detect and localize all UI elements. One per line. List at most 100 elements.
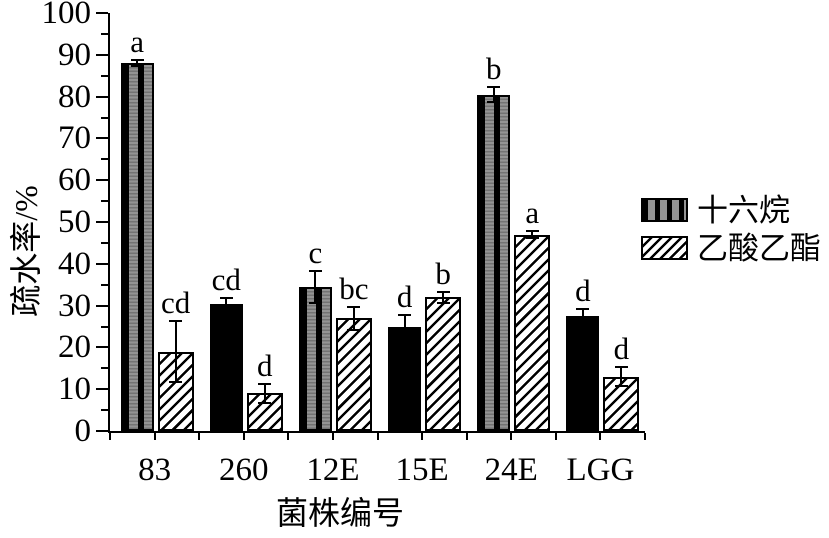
- y-major-tick: [96, 304, 108, 307]
- error-bar-cap-top: [525, 230, 539, 233]
- legend-item: 十六烷: [641, 195, 821, 226]
- significance-letter: d: [575, 272, 591, 308]
- bar-十六烷-24E: [477, 94, 511, 431]
- x-tick: [331, 433, 334, 440]
- y-minor-tick: [101, 325, 108, 328]
- legend-item: 乙酸乙酯: [641, 233, 821, 264]
- legend: 十六烷 乙酸乙酯: [641, 195, 821, 274]
- y-tick-label: 20: [58, 329, 91, 366]
- y-minor-tick: [101, 158, 108, 161]
- x-category-label: 24E: [484, 452, 538, 488]
- y-tick-label: 10: [58, 371, 91, 408]
- bar-十六烷-12E: [298, 286, 332, 431]
- y-tick-label: 40: [58, 245, 91, 282]
- y-axis-line: [108, 13, 110, 433]
- y-major-tick: [96, 12, 108, 14]
- bar-十六烷-15E: [388, 326, 422, 431]
- y-major-tick: [96, 179, 108, 182]
- significance-letter: b: [486, 51, 502, 87]
- significance-letter: cd: [211, 262, 241, 298]
- bar-乙酸乙酯-24E: [514, 234, 551, 431]
- x-category-label: 260: [219, 452, 269, 488]
- y-minor-tick: [101, 241, 108, 244]
- x-tick: [421, 433, 424, 440]
- error-bar-cap-top: [308, 270, 322, 273]
- y-tick-label: 80: [58, 78, 91, 115]
- error-bar-line: [352, 305, 355, 331]
- x-category-label: 15E: [395, 452, 449, 488]
- significance-letter: cd: [160, 285, 191, 321]
- y-minor-tick: [101, 367, 108, 370]
- error-bar-cap-top: [219, 297, 233, 300]
- plot-area: 0 10 20 30 40 50 60 70 80 90 100 83 a cd 260 cd d 12E c bc 1…: [42, 0, 646, 487]
- error-bar-cap-bottom: [398, 337, 412, 340]
- error-bar-cap-bottom: [525, 236, 539, 239]
- significance-letter: d: [257, 347, 273, 383]
- y-minor-tick: [101, 116, 108, 119]
- y-minor-tick: [101, 74, 108, 77]
- significance-letter: c: [308, 235, 323, 271]
- y-tick-label: 30: [58, 287, 91, 324]
- x-tick: [376, 433, 379, 440]
- bar-十六烷-83: [120, 63, 154, 431]
- x-axis-line: [108, 431, 645, 433]
- x-tick: [109, 433, 111, 440]
- y-major-tick: [96, 346, 108, 349]
- error-bar-line: [492, 86, 495, 103]
- y-tick-label: 50: [58, 204, 91, 240]
- bar-十六烷-260: [209, 303, 243, 431]
- y-major-tick: [96, 221, 108, 223]
- bar-乙酸乙酯-15E: [425, 297, 462, 431]
- error-bar-cap-top: [398, 313, 412, 316]
- legend-label: 十六烷: [697, 192, 790, 228]
- error-bar-line: [263, 382, 266, 404]
- x-tick: [465, 433, 468, 440]
- x-tick: [554, 433, 557, 440]
- x-tick: [599, 433, 602, 440]
- error-bar-cap-bottom: [169, 380, 183, 383]
- error-bar-line: [620, 366, 623, 388]
- y-minor-tick: [101, 32, 108, 35]
- bar-乙酸乙酯-LGG: [603, 376, 640, 431]
- significance-letter: a: [525, 195, 540, 231]
- x-tick: [287, 433, 290, 440]
- error-bar-cap-bottom: [347, 328, 361, 331]
- error-bar-cap-bottom: [219, 307, 233, 310]
- error-bar-cap-top: [614, 366, 628, 369]
- x-tick: [198, 433, 201, 440]
- legend-swatch-diagonal-hatch-icon: [641, 236, 688, 260]
- bar-十六烷-LGG: [566, 316, 600, 431]
- error-bar-line: [442, 290, 445, 304]
- error-bar-cap-top: [130, 58, 144, 61]
- x-category-label: 12E: [306, 452, 360, 488]
- y-tick-label: 100: [41, 0, 92, 31]
- error-bar-cap-top: [347, 305, 361, 308]
- y-minor-tick: [101, 283, 108, 286]
- y-major-tick: [96, 53, 108, 56]
- error-bar-cap-bottom: [258, 401, 272, 404]
- error-bar-line: [581, 307, 584, 325]
- error-bar-cap-bottom: [576, 322, 590, 325]
- error-bar-cap-bottom: [436, 301, 450, 304]
- bar-乙酸乙酯-12E: [335, 318, 372, 431]
- error-bar-line: [136, 58, 139, 68]
- x-category-label: LGG: [566, 452, 635, 488]
- y-tick-label: 70: [58, 120, 91, 157]
- significance-letter: a: [130, 23, 144, 59]
- error-bar-line: [225, 297, 228, 310]
- y-major-tick: [96, 262, 108, 265]
- error-bar-cap-bottom: [130, 65, 144, 68]
- y-minor-tick: [101, 200, 108, 203]
- x-tick: [153, 433, 156, 440]
- x-tick: [510, 433, 513, 440]
- error-bar-line: [314, 270, 317, 304]
- error-bar-cap-bottom: [487, 100, 501, 103]
- y-minor-tick: [101, 409, 108, 412]
- significance-letter: d: [396, 278, 413, 314]
- significance-letter: d: [613, 331, 630, 367]
- y-major-tick: [96, 137, 108, 140]
- error-bar-line: [174, 320, 177, 383]
- legend-label: 乙酸乙酯: [697, 230, 821, 266]
- significance-letter: bc: [339, 270, 369, 306]
